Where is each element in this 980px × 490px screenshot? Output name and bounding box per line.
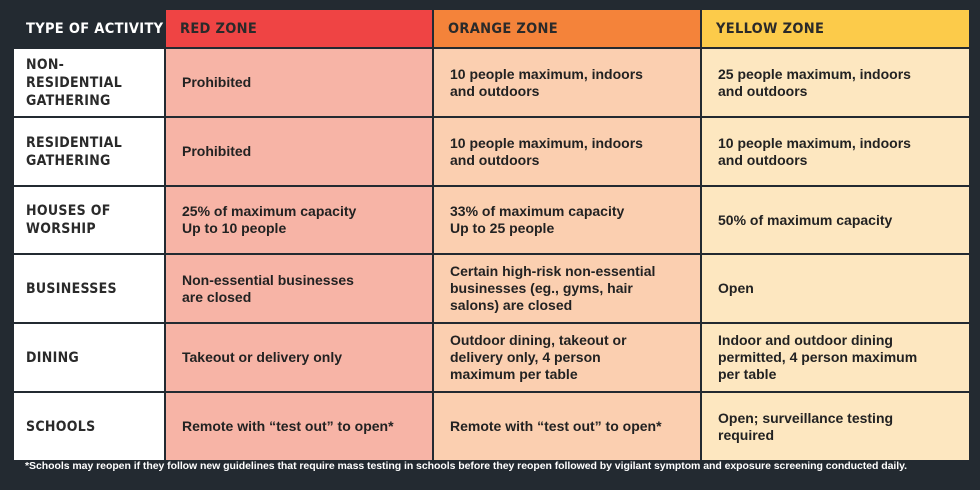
cell-orange-non-residential-gathering: 10 people maximum, indoors and outdoors <box>434 49 700 116</box>
header-orange-zone: ORANGE ZONE <box>434 10 700 47</box>
cell-orange-residential-gathering: 10 people maximum, indoors and outdoors <box>434 118 700 185</box>
header-type-of-activity: TYPE OF ACTIVITY <box>14 10 164 47</box>
row-label-schools: SCHOOLS <box>14 393 164 460</box>
cell-red-schools: Remote with “test out” to open* <box>166 393 432 460</box>
cell-yellow-businesses: Open <box>702 255 969 322</box>
header-yellow-zone: YELLOW ZONE <box>702 10 969 47</box>
row-label-non-residential-gathering: NON-RESIDENTIAL GATHERING <box>14 49 164 116</box>
row-label-residential-gathering: RESIDENTIAL GATHERING <box>14 118 164 185</box>
row-label-businesses: BUSINESSES <box>14 255 164 322</box>
schools-footnote: *Schools may reopen if they follow new g… <box>25 460 908 472</box>
cell-orange-schools: Remote with “test out” to open* <box>434 393 700 460</box>
cell-orange-dining: Outdoor dining, takeout or delivery only… <box>434 324 700 391</box>
restrictions-table: TYPE OF ACTIVITY RED ZONE ORANGE ZONE YE… <box>14 10 969 460</box>
cell-yellow-non-residential-gathering: 25 people maximum, indoors and outdoors <box>702 49 969 116</box>
row-label-dining: DINING <box>14 324 164 391</box>
cell-red-businesses: Non-essential businesses are closed <box>166 255 432 322</box>
cell-red-residential-gathering: Prohibited <box>166 118 432 185</box>
cell-orange-houses-of-worship: 33% of maximum capacity Up to 25 people <box>434 187 700 253</box>
cell-orange-businesses: Certain high-risk non-essential business… <box>434 255 700 322</box>
cell-yellow-residential-gathering: 10 people maximum, indoors and outdoors <box>702 118 969 185</box>
cell-yellow-dining: Indoor and outdoor dining permitted, 4 p… <box>702 324 969 391</box>
cell-red-non-residential-gathering: Prohibited <box>166 49 432 116</box>
row-label-houses-of-worship: HOUSES OF WORSHIP <box>14 187 164 253</box>
cell-red-dining: Takeout or delivery only <box>166 324 432 391</box>
cell-yellow-houses-of-worship: 50% of maximum capacity <box>702 187 969 253</box>
cell-red-houses-of-worship: 25% of maximum capacity Up to 10 people <box>166 187 432 253</box>
cell-yellow-schools: Open; surveillance testing required <box>702 393 969 460</box>
header-red-zone: RED ZONE <box>166 10 432 47</box>
